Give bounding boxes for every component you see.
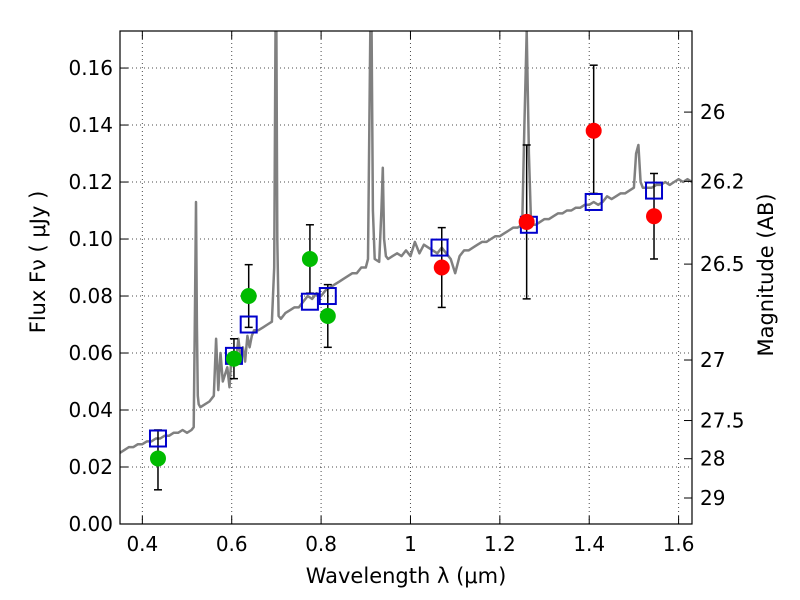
x-tick-label: 1: [404, 532, 417, 556]
grid: [120, 31, 692, 525]
green-data-point: [240, 288, 257, 305]
model-photometry-square: [645, 181, 664, 200]
y-axis-label: Flux Fν ( μJy ): [26, 191, 50, 334]
right-tick-label: 26.2: [700, 169, 745, 193]
y-tick-label: 0.10: [68, 227, 113, 251]
x-tick-label: 1.2: [484, 532, 516, 556]
y-tick-label: 0.06: [68, 341, 113, 365]
x-tick-label: 0.8: [305, 532, 337, 556]
right-axis-label: Magnitude (AB): [754, 193, 778, 356]
axis-ticks: 0.4 0.6 0.8 1 1.2 1.4 1.6 0.00 0.02 0.04 0.06 0.08 0…: [68, 31, 745, 556]
model-photometry-square: [300, 292, 319, 311]
x-axis-label: Wavelength λ (μm): [306, 564, 507, 588]
model-spectrum-line: [120, 31, 692, 454]
y-tick-label: 0.00: [68, 512, 113, 536]
green-data-point: [149, 450, 166, 467]
red-data-point: [433, 259, 450, 276]
right-tick-label: 28: [700, 447, 725, 471]
y-tick-label: 0.14: [68, 113, 113, 137]
model-photometry-square: [239, 315, 258, 334]
plot-clip-group: [120, 31, 692, 491]
x-tick-label: 0.6: [216, 532, 248, 556]
right-tick-label: 27.5: [700, 409, 745, 433]
red-data-point: [646, 208, 663, 225]
model-photometry-square: [584, 192, 603, 211]
y-tick-label: 0.08: [68, 284, 113, 308]
red-data-point: [585, 122, 602, 139]
y-tick-label: 0.16: [68, 56, 113, 80]
green-data-point: [225, 350, 242, 367]
right-tick-label: 29: [700, 486, 725, 510]
right-tick-label: 26: [700, 100, 725, 124]
plot-data: [120, 31, 692, 491]
y-tick-label: 0.04: [68, 398, 113, 422]
model-photometry-square: [318, 287, 337, 306]
green-data-point: [301, 250, 318, 267]
x-tick-label: 0.4: [126, 532, 158, 556]
x-tick-label: 1.6: [663, 532, 695, 556]
right-tick-label: 27: [700, 348, 725, 372]
model-photometry-square: [148, 429, 167, 448]
red-data-point: [518, 213, 535, 230]
y-tick-label: 0.02: [68, 455, 113, 479]
y-tick-label: 0.12: [68, 170, 113, 194]
model-photometry-square: [430, 238, 449, 257]
green-data-point: [319, 307, 336, 324]
plot-frame: [119, 30, 693, 525]
x-tick-label: 1.4: [573, 532, 605, 556]
right-tick-label: 26.5: [700, 252, 745, 276]
